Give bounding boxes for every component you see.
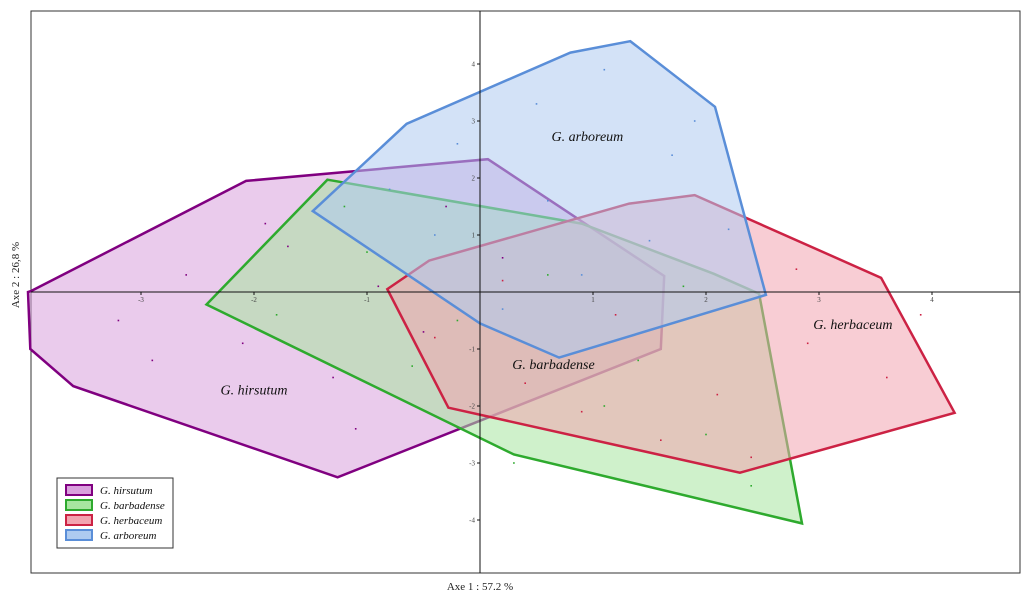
- hull-label-g-arboreum: G. arboreum: [551, 130, 623, 145]
- legend-swatch-g-herbaceum: [65, 514, 93, 526]
- point-g-arboreum-11: [434, 234, 436, 236]
- y-axis-title: Axe 2 : 26,8 %: [10, 242, 22, 308]
- hull-layer: [26, 39, 957, 526]
- x-tick-label-5: 2: [704, 296, 708, 304]
- point-g-herbaceum-9: [919, 314, 922, 316]
- legend-label-g-hirsutum: G. hirsutum: [100, 485, 153, 497]
- point-g-herbaceum-8: [501, 279, 504, 282]
- point-g-arboreum-1: [456, 143, 459, 145]
- hull-label-g-herbaceum: G. herbaceum: [813, 318, 892, 333]
- y-tick-label-0: -4: [469, 517, 475, 525]
- y-tick-label-6: 3: [472, 118, 476, 126]
- hull-label-g-barbadense: G. barbadense: [512, 358, 594, 373]
- point-g-herbaceum-7: [795, 268, 798, 270]
- hull-g-arboreum: [310, 39, 768, 359]
- point-g-hirsutum-0: [117, 319, 120, 322]
- point-g-barbadense-3: [547, 274, 549, 276]
- hull-label-layer: G. hirsutum G. barbadense G. herbaceum G. a…: [221, 130, 893, 399]
- point-g-barbadense-10: [343, 205, 346, 208]
- point-g-barbadense-2: [456, 319, 459, 322]
- point-g-herbaceum-6: [660, 439, 662, 441]
- legend-label-g-herbaceum: G. herbaceum: [100, 515, 162, 527]
- point-g-arboreum-6: [580, 274, 583, 276]
- axis-layer: [31, 11, 1020, 573]
- point-layer: [117, 68, 922, 487]
- y-tick-label-3: -1: [469, 346, 475, 354]
- point-g-hirsutum-8: [354, 428, 357, 430]
- point-g-barbadense-7: [411, 365, 413, 367]
- point-g-hirsutum-2: [241, 342, 244, 345]
- x-axis-title: Axe 1 : 57.2 %: [447, 581, 513, 593]
- legend-label-g-arboreum: G. arboreum: [100, 530, 156, 542]
- x-tick-label-1: -3: [138, 296, 144, 304]
- point-g-barbadense-5: [705, 433, 707, 436]
- point-g-hirsutum-10: [445, 205, 447, 208]
- point-g-hirsutum-5: [377, 285, 380, 288]
- y-tick-label-4: 1: [472, 232, 476, 240]
- point-g-barbadense-0: [275, 314, 278, 316]
- point-g-herbaceum-10: [580, 410, 583, 413]
- hull-label-g-hirsutum: G. hirsutum: [221, 384, 288, 399]
- y-tick-label-5: 2: [472, 175, 476, 183]
- point-g-hirsutum-9: [501, 257, 504, 259]
- legend-swatch-g-arboreum: [65, 529, 93, 541]
- point-g-barbadense-6: [603, 405, 606, 407]
- point-g-herbaceum-4: [806, 342, 809, 345]
- point-g-herbaceum-2: [614, 314, 617, 316]
- point-g-hirsutum-3: [287, 245, 289, 248]
- legend-swatch-g-hirsutum: [65, 484, 93, 496]
- point-g-herbaceum-11: [750, 456, 752, 459]
- point-g-barbadense-11: [682, 285, 685, 288]
- legend-swatch-g-barbadense: [65, 499, 93, 511]
- point-g-barbadense-9: [750, 485, 752, 487]
- point-g-arboreum-3: [603, 68, 606, 71]
- point-g-hirsutum-6: [422, 331, 425, 333]
- x-tick-label-6: 3: [817, 296, 821, 304]
- point-g-barbadense-8: [513, 462, 515, 464]
- point-g-arboreum-4: [671, 154, 673, 156]
- y-tick-label-1: -3: [469, 460, 475, 468]
- point-g-herbaceum-5: [886, 376, 888, 379]
- point-g-arboreum-0: [388, 188, 391, 191]
- point-g-arboreum-8: [648, 239, 651, 242]
- point-g-arboreum-10: [693, 120, 696, 122]
- legend-label-g-barbadense: G. barbadense: [100, 500, 165, 512]
- point-g-arboreum-5: [727, 228, 730, 231]
- legend: G. hirsutum G. barbadense G. herbaceum G. a…: [56, 477, 174, 549]
- x-tick-label-7: 4: [930, 296, 934, 304]
- x-tick-label-4: 1: [591, 296, 595, 304]
- point-g-arboreum-9: [547, 200, 549, 202]
- point-g-herbaceum-3: [716, 393, 719, 396]
- point-g-barbadense-4: [637, 359, 639, 362]
- point-g-arboreum-2: [535, 103, 538, 105]
- point-g-hirsutum-4: [332, 376, 334, 379]
- tick-layer: -3 -2 -1 1 2 3 4 -4 -3 -2 -1 1 2 3 4: [138, 61, 934, 525]
- point-g-arboreum-7: [501, 308, 504, 310]
- point-g-herbaceum-0: [434, 336, 436, 339]
- point-g-herbaceum-1: [524, 382, 526, 384]
- y-tick-label-2: -2: [469, 403, 475, 411]
- point-g-hirsutum-11: [264, 222, 267, 225]
- x-tick-label-3: -1: [364, 296, 370, 304]
- point-g-hirsutum-7: [151, 359, 154, 362]
- x-tick-label-2: -2: [251, 296, 257, 304]
- y-tick-label-7: 4: [472, 61, 476, 69]
- point-g-hirsutum-1: [185, 274, 187, 276]
- point-g-barbadense-1: [366, 251, 368, 253]
